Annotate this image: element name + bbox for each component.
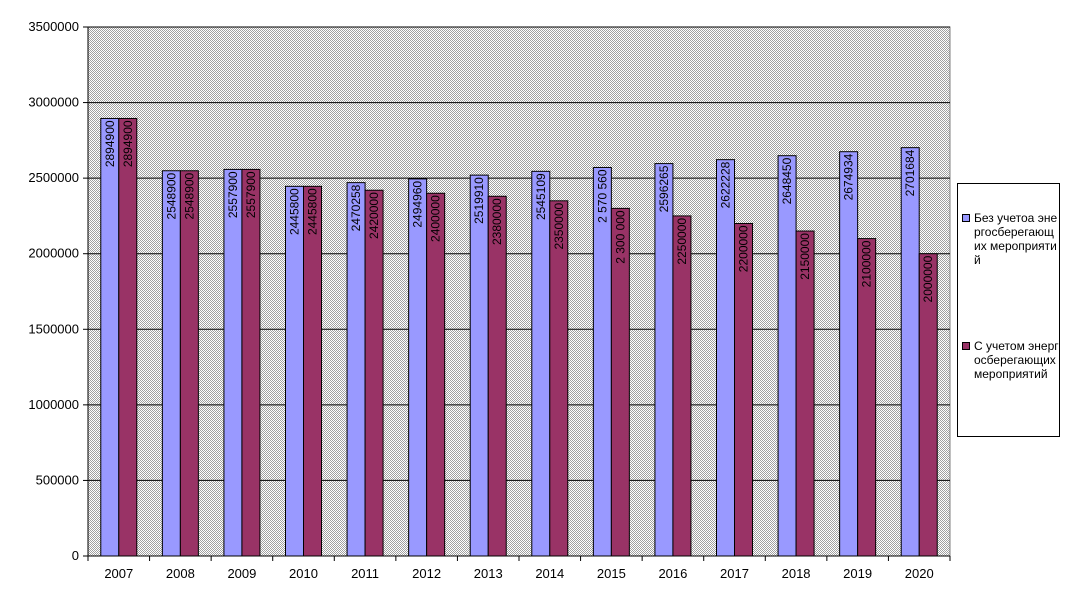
y-tick-labels: 0 500000 1000000 1500000 2000000 2500000 30000… — [28, 19, 88, 563]
bar-series-1-2017 — [716, 159, 735, 557]
bar-series-1-2010 — [285, 185, 304, 557]
legend-label-series-1: Без учетоа энергосберегающих мероприятий — [974, 211, 1058, 267]
bar-series-1-2008 — [161, 170, 181, 557]
x-tick-label: 2007 — [104, 566, 133, 581]
legend: Без учетоа энергосберегающих мероприятий… — [957, 183, 1060, 437]
bar-series-2-2009 — [241, 168, 261, 557]
data-label-series-1-2011: 2470258 — [349, 184, 363, 231]
legend-swatch-series-2 — [962, 342, 970, 350]
bar-series-2-2011 — [364, 189, 384, 557]
data-label-series-2-2018: 2150000 — [798, 233, 812, 280]
data-label-series-1-2015: 2 570 560 — [595, 169, 609, 223]
bar-series-2-2016 — [672, 215, 692, 557]
data-label-series-1-2016: 2596265 — [657, 165, 671, 212]
bar-series-2-2012 — [426, 192, 446, 557]
bar-series-2-2007 — [118, 117, 138, 557]
data-label-series-2-2015: 2 300 000 — [613, 210, 627, 264]
x-tick-label: 2014 — [535, 566, 564, 581]
bar-series-1-2012 — [408, 178, 428, 557]
data-label-series-2-2013: 2380000 — [490, 198, 504, 245]
legend-label-series-2: С учетом энергосберегающих мероприятий — [974, 339, 1059, 381]
x-tick-label: 2009 — [227, 566, 256, 581]
data-label-series-1-2018: 2648450 — [780, 157, 794, 204]
data-label-series-2-2009: 2557900 — [244, 171, 258, 218]
x-tick-label: 2017 — [720, 566, 749, 581]
data-label-series-1-2012: 2494960 — [411, 181, 425, 228]
data-label-series-2-2020: 2000000 — [921, 255, 935, 302]
x-tick-label: 2020 — [905, 566, 934, 581]
bar-series-2-2017 — [734, 222, 753, 557]
x-tick-label: 2019 — [843, 566, 872, 581]
y-tick-label: 500000 — [36, 472, 79, 487]
bar-series-1-2019 — [839, 151, 859, 557]
bar-series-2-2010 — [303, 185, 322, 557]
data-label-series-2-2007: 2894900 — [121, 120, 135, 167]
bar-series-1-2009 — [223, 168, 243, 557]
bar-series-1-2016 — [654, 163, 674, 557]
x-tick-label: 2008 — [166, 566, 195, 581]
data-labels: 2894900 2894900 2548900 2548900 2557900 25579… — [103, 120, 935, 302]
y-tick-label: 1500000 — [28, 321, 79, 336]
x-tick-label: 2013 — [474, 566, 503, 581]
x-tick-label: 2011 — [351, 566, 379, 581]
bar-series-2-2014 — [549, 200, 569, 557]
bar-series-2-2008 — [179, 170, 199, 557]
bar-series-1-2018 — [777, 155, 797, 557]
bars — [100, 117, 938, 557]
data-label-series-2-2017: 2200000 — [737, 225, 751, 272]
data-label-series-1-2009: 2557900 — [226, 171, 240, 218]
x-tick-labels: 2007 2008 2009 2010 2011 2012 2013 2014 2015 2016… — [87, 556, 951, 581]
bar-series-1-2013 — [469, 174, 489, 557]
data-label-series-1-2017: 2622228 — [719, 161, 733, 208]
data-label-series-2-2014: 2350000 — [552, 202, 566, 249]
data-label-series-2-2016: 2250000 — [675, 218, 689, 265]
data-label-series-2-2011: 2420000 — [367, 192, 381, 239]
bar-series-2-2013 — [487, 195, 507, 557]
data-label-series-1-2019: 2674934 — [842, 153, 856, 200]
data-label-series-2-2012: 2400000 — [429, 195, 443, 242]
y-tick-label: 2000000 — [28, 246, 79, 261]
data-label-series-2-2008: 2548900 — [182, 172, 196, 219]
data-label-series-1-2007: 2894900 — [103, 120, 117, 167]
bar-series-1-2014 — [531, 170, 551, 557]
data-label-series-2-2010: 2445800 — [306, 188, 320, 235]
data-label-series-1-2014: 2545109 — [534, 173, 548, 220]
legend-swatch-series-1 — [962, 214, 970, 222]
x-tick-label: 2012 — [412, 566, 441, 581]
data-label-series-2-2019: 2100000 — [860, 240, 874, 287]
bar-series-1-2007 — [100, 117, 120, 557]
bar-series-1-2011 — [346, 182, 366, 557]
data-label-series-1-2008: 2548900 — [164, 172, 178, 219]
data-label-series-1-2020: 2701684 — [903, 149, 917, 196]
y-tick-label: 2500000 — [28, 170, 79, 185]
bar-series-1-2020 — [900, 147, 920, 557]
y-tick-label: 0 — [72, 548, 79, 563]
y-tick-label: 1000000 — [28, 397, 79, 412]
x-tick-label: 2015 — [597, 566, 626, 581]
bar-series-1-2015 — [592, 166, 612, 557]
x-tick-label: 2018 — [782, 566, 811, 581]
y-tick-label: 3500000 — [28, 19, 79, 34]
x-tick-label: 2010 — [289, 566, 318, 581]
data-label-series-1-2010: 2445800 — [288, 188, 302, 235]
data-label-series-1-2013: 2519910 — [472, 177, 486, 224]
y-tick-label: 3000000 — [28, 95, 79, 110]
x-tick-label: 2016 — [658, 566, 687, 581]
plot-area — [87, 26, 951, 557]
